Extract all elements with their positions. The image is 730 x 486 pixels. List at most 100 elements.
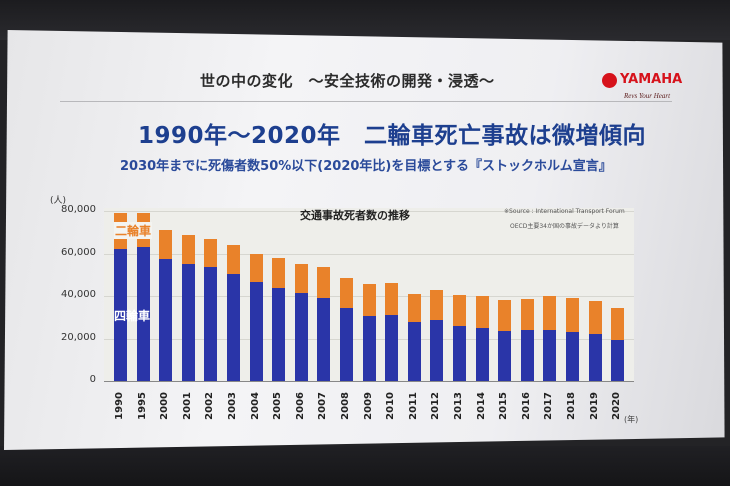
bar-2019 xyxy=(588,301,602,381)
chart-title: 交通事故死者数の推移 xyxy=(300,209,410,222)
bar-segment-two-wheel xyxy=(249,253,263,283)
bar-segment-four-wheel xyxy=(362,316,376,381)
bar-2014 xyxy=(475,296,489,381)
bar-2012 xyxy=(430,289,444,381)
bar-2009 xyxy=(362,284,376,381)
bar-2006 xyxy=(294,264,308,381)
x-tick-label: 2011 xyxy=(407,392,419,420)
bar-segment-four-wheel xyxy=(340,307,353,381)
bar-segment-four-wheel xyxy=(385,315,399,381)
bar-segment-two-wheel xyxy=(294,264,308,293)
x-tick-label: 2001 xyxy=(181,392,193,420)
source-note: ※Source : International Transport Forum … xyxy=(498,207,634,233)
bar-segment-four-wheel xyxy=(588,334,602,381)
bar-segment-two-wheel xyxy=(498,300,512,332)
bar-2000 xyxy=(159,230,173,381)
bar-2013 xyxy=(453,294,466,381)
bar-segment-two-wheel xyxy=(520,299,534,330)
bar-segment-four-wheel xyxy=(204,267,218,381)
bar-segment-two-wheel xyxy=(340,277,353,308)
x-tick-label: 2008 xyxy=(340,392,351,420)
bar-segment-two-wheel xyxy=(159,230,173,259)
y-tick-label: 0 xyxy=(89,374,96,385)
x-tick-label: 2013 xyxy=(453,392,464,420)
gridline xyxy=(104,211,634,212)
x-tick-label: 2016 xyxy=(520,392,532,420)
bar-segment-four-wheel xyxy=(317,298,331,381)
bar-2018 xyxy=(566,298,579,381)
bar-segment-four-wheel xyxy=(136,247,150,381)
bar-segment-two-wheel xyxy=(385,283,399,316)
x-tick-label: 2003 xyxy=(227,392,238,420)
bar-segment-four-wheel xyxy=(294,292,308,381)
bar-segment-four-wheel xyxy=(611,339,625,381)
bar-2007 xyxy=(317,267,331,381)
x-tick-label: 2020 xyxy=(611,392,623,420)
bar-segment-four-wheel xyxy=(159,258,173,381)
x-tick-label: 2017 xyxy=(543,392,555,420)
bar-2004 xyxy=(249,253,263,381)
y-tick-label: 60,000 xyxy=(61,246,96,258)
x-tick-label: 1990 xyxy=(114,392,125,420)
bar-segment-four-wheel xyxy=(249,282,263,381)
logo-tagline: Revs Your Heart xyxy=(624,92,671,100)
source-line-1: ※Source : International Transport Forum xyxy=(504,208,625,215)
x-tick-label: 2007 xyxy=(317,392,329,420)
bar-segment-two-wheel xyxy=(588,301,602,335)
x-axis-unit: (年) xyxy=(624,415,639,424)
logo-brand: YAMAHA xyxy=(620,72,683,87)
bar-segment-four-wheel xyxy=(430,320,444,381)
bar-segment-two-wheel xyxy=(430,289,444,321)
bar-segment-two-wheel xyxy=(362,284,376,317)
x-tick-label: 2006 xyxy=(294,392,306,420)
bar-segment-four-wheel xyxy=(227,273,240,381)
bar-2002 xyxy=(204,238,218,381)
x-tick-label: 2014 xyxy=(475,392,487,420)
x-tick-label: 2002 xyxy=(204,392,216,420)
bar-segment-two-wheel xyxy=(181,235,195,265)
bar-2017 xyxy=(543,296,557,381)
y-tick-label: 40,000 xyxy=(61,289,96,300)
room-floor xyxy=(0,446,730,486)
legend-two-wheel: 二輪車 xyxy=(114,222,153,239)
bar-segment-two-wheel xyxy=(611,307,625,340)
bar-segment-two-wheel xyxy=(407,293,421,322)
bar-2003 xyxy=(227,245,240,381)
legend-four-wheel: 四輪車 xyxy=(114,309,151,323)
x-tick-label: 2000 xyxy=(159,392,171,420)
x-tick-label: 2019 xyxy=(588,392,600,420)
x-tick-label: 1995 xyxy=(136,392,148,420)
bar-2008 xyxy=(340,277,353,381)
y-tick-label: 80,000 xyxy=(61,204,96,215)
x-tick-label: 2010 xyxy=(385,392,397,420)
bar-2001 xyxy=(181,235,195,381)
bar-segment-four-wheel xyxy=(498,331,512,381)
bar-2010 xyxy=(385,283,399,381)
bar-segment-four-wheel xyxy=(520,330,534,381)
bar-segment-two-wheel xyxy=(204,238,218,268)
bar-segment-two-wheel xyxy=(543,296,557,330)
tuning-fork-emblem-icon xyxy=(602,73,617,88)
bar-2005 xyxy=(272,257,286,381)
bar-segment-four-wheel xyxy=(543,330,557,381)
slide-header-title: 世の中の変化 ～安全技術の開発・浸透～ xyxy=(200,72,495,90)
bar-segment-two-wheel xyxy=(227,245,240,274)
x-tick-label: 2009 xyxy=(362,392,374,420)
bar-2011 xyxy=(407,293,421,381)
x-tick-label: 2004 xyxy=(249,392,261,420)
bar-segment-two-wheel xyxy=(475,296,489,328)
bar-segment-four-wheel xyxy=(407,321,421,381)
x-tick-label: 2005 xyxy=(272,392,284,420)
bar-segment-four-wheel xyxy=(566,332,579,381)
slide-subtitle: 2030年までに死傷者数50%以下(2020年比)を目標とする『ストックホルム宣… xyxy=(120,159,612,174)
bar-segment-four-wheel xyxy=(453,325,466,381)
bar-segment-four-wheel xyxy=(181,264,195,381)
x-axis-line xyxy=(104,381,634,382)
y-axis-unit: (人) xyxy=(50,196,67,206)
bar-segment-two-wheel xyxy=(453,294,466,326)
x-tick-label: 2015 xyxy=(498,392,510,420)
gridline xyxy=(104,253,634,255)
source-line-2: OECD主要34か国の事故データより計算 xyxy=(504,223,619,230)
bar-2015 xyxy=(498,300,512,381)
yamaha-logo: YAMAHA Revs Your Heart xyxy=(602,70,694,106)
